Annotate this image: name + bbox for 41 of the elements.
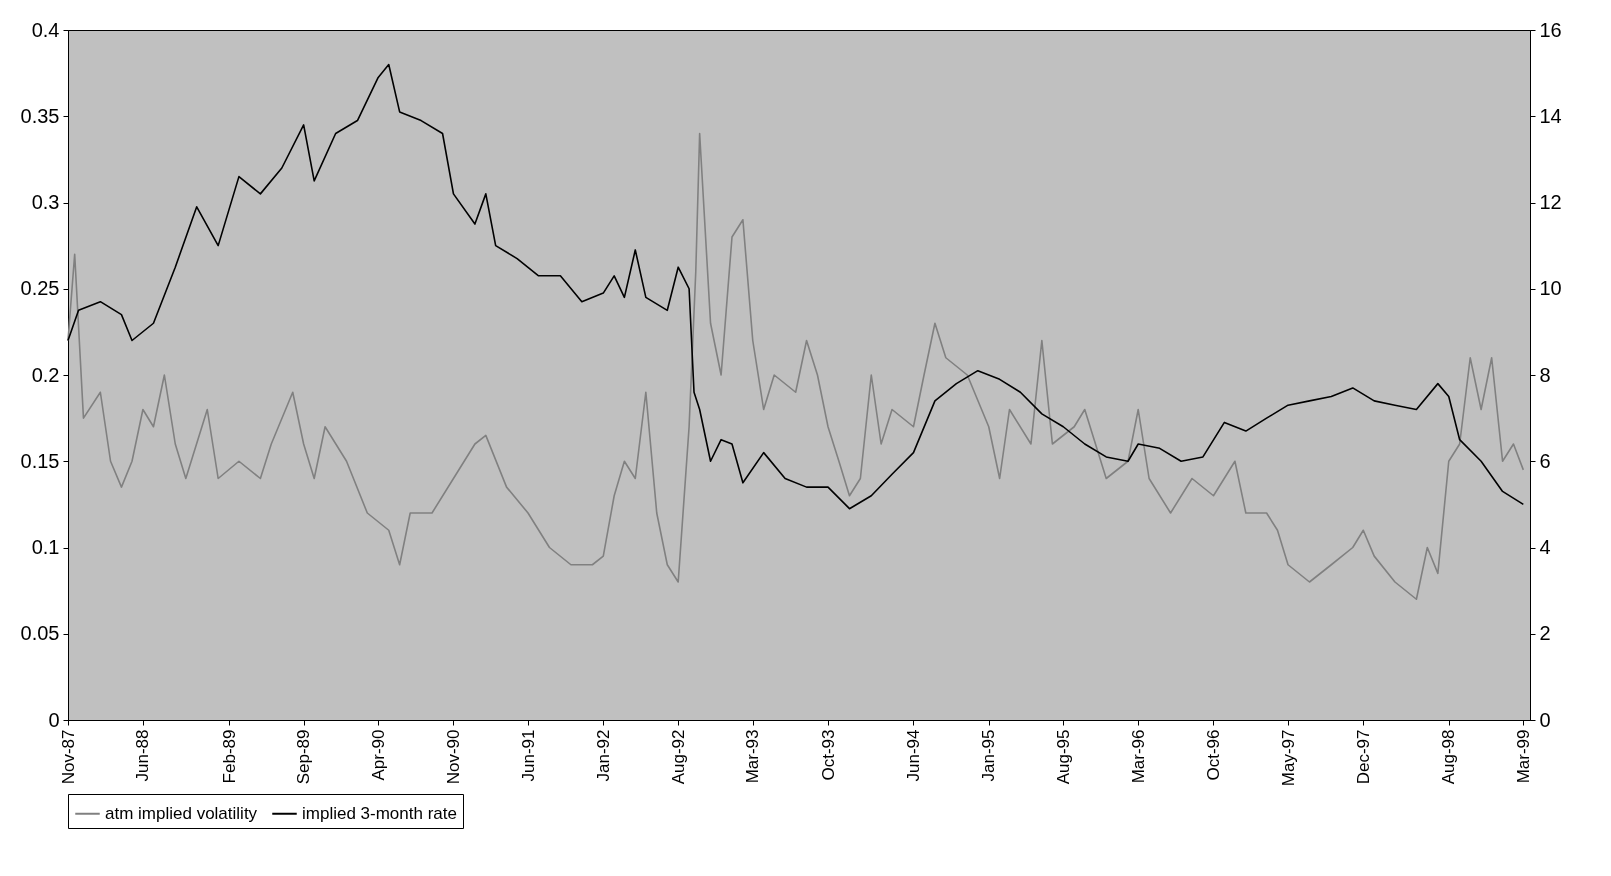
y2-tick-label: 4: [1539, 536, 1551, 558]
y-tick-label: 0: [48, 708, 60, 731]
x-tick-label: May-97: [1278, 729, 1298, 787]
y-tick-label: 0.05: [20, 622, 60, 645]
line-series: [67, 132, 1525, 601]
y2-tick-label: 8: [1539, 363, 1551, 386]
x-tick-label: Mar-99: [1513, 729, 1533, 784]
y2-tick-label: 0: [1539, 708, 1551, 731]
y2-tick-label: 12: [1539, 191, 1562, 213]
y-tick-label: 0.3: [31, 191, 60, 213]
legend-label: atm implied volatility: [105, 803, 258, 823]
x-tick-label: Jun-94: [903, 729, 923, 782]
y2-tick-label: 2: [1539, 622, 1551, 645]
x-tick-label: Aug-98: [1439, 729, 1459, 785]
x-tick-label: Mar-93: [743, 729, 763, 784]
x-tick-label: Sep-89: [294, 729, 314, 785]
y-tick-label: 0.4: [31, 18, 60, 41]
x-tick-label: Apr-90: [368, 729, 388, 781]
legend-label: implied 3-month rate: [302, 803, 457, 823]
x-tick-label: Nov-90: [443, 729, 463, 785]
x-tick-label: Nov-87: [58, 729, 78, 785]
x-tick-label: Jun-91: [518, 729, 538, 782]
x-tick-label: Feb-89: [219, 729, 239, 784]
x-tick-label: Jun-88: [133, 729, 153, 782]
x-tick-label: Jan-92: [593, 729, 613, 782]
y2-tick-label: 6: [1539, 449, 1551, 472]
x-tick-label: Mar-96: [1128, 729, 1148, 784]
y2-tick-label: 16: [1539, 18, 1562, 41]
x-tick-label: Jan-95: [979, 729, 999, 782]
y-tick-label: 0.2: [31, 363, 60, 386]
x-tick-label: Dec-97: [1353, 729, 1373, 785]
x-tick-label: Aug-92: [668, 729, 688, 785]
y-tick-label: 0.15: [20, 449, 60, 472]
x-tick-label: Aug-95: [1053, 729, 1073, 785]
y2-tick-label: 14: [1539, 104, 1562, 127]
x-tick-label: Oct-93: [818, 729, 838, 781]
x-tick-label: Oct-96: [1203, 729, 1223, 781]
y-tick-label: 0.25: [20, 277, 60, 300]
y2-tick-label: 10: [1539, 277, 1562, 300]
y-tick-label: 0.35: [20, 104, 60, 127]
y-tick-label: 0.1: [31, 536, 60, 558]
